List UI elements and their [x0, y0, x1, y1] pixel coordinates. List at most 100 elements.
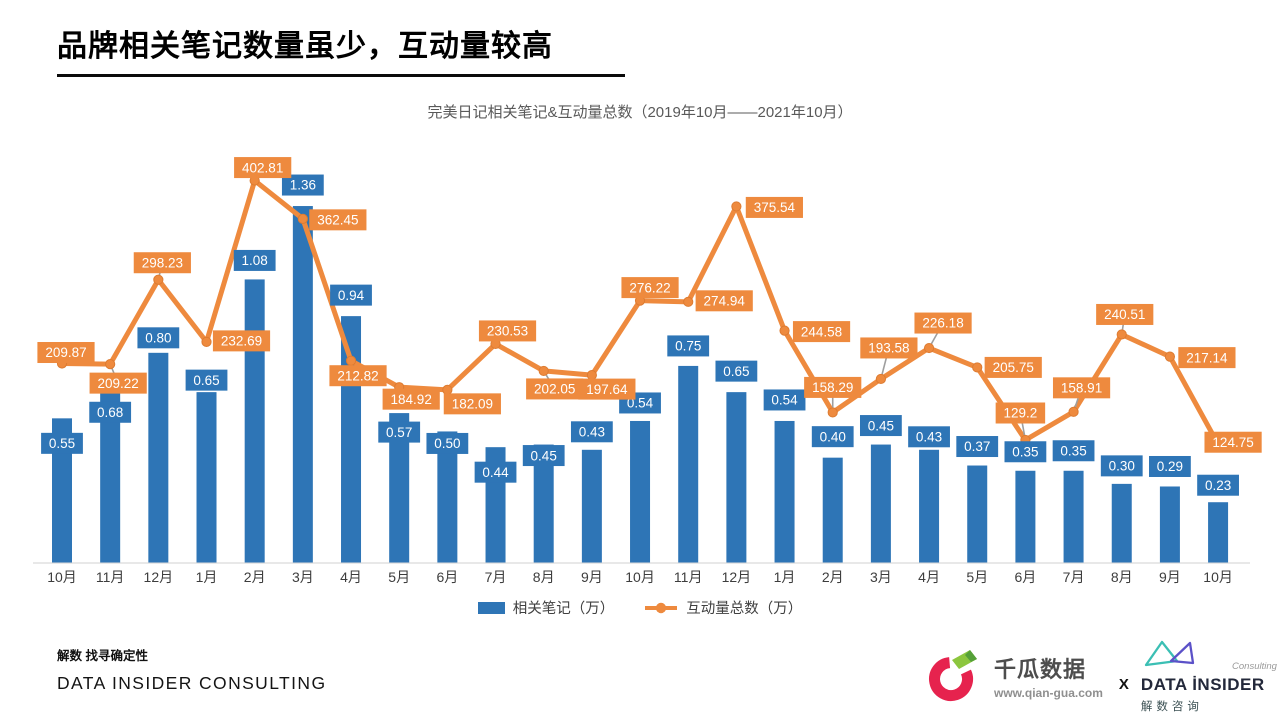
bar-value-label-box — [185, 369, 228, 391]
x-axis-label: 8月 — [1111, 569, 1133, 585]
x-axis-label: 2月 — [244, 569, 266, 585]
bar-value-label-box — [763, 389, 806, 411]
line-value-label-box — [695, 290, 753, 312]
footer-partners: 千瓜数据 www.qian-gua.com X Consulting DATA … — [924, 637, 1277, 714]
line-value-label-text: 209.87 — [45, 345, 86, 360]
bar-value-label-text: 0.57 — [386, 425, 412, 440]
line-value-label-box — [37, 342, 95, 364]
line-value-label-box — [234, 157, 292, 179]
bar-value-label-box — [378, 421, 421, 443]
legend-bars-label: 相关笔记（万） — [512, 601, 615, 617]
bar-value-label-text: 0.80 — [145, 331, 171, 346]
x-axis-label: 11月 — [674, 569, 703, 585]
line-value-label-box — [478, 320, 537, 342]
line-marker — [972, 362, 983, 373]
bar-value-label-box — [1052, 440, 1095, 462]
bar-value-label-box — [41, 432, 83, 454]
x-axis-label: 7月 — [485, 569, 507, 585]
line-marker — [442, 384, 453, 395]
line-value-label-text: 158.29 — [812, 380, 853, 395]
x-axis-label: 7月 — [1063, 569, 1085, 585]
line-marker — [201, 336, 212, 347]
x-axis-label: 1月 — [196, 569, 218, 585]
footer-left: 解数 找寻确定性 DATA INSIDER CONSULTING — [57, 645, 326, 694]
line-value-label-box — [1096, 303, 1154, 325]
line-value-label-box — [133, 252, 191, 274]
line-marker — [779, 325, 790, 336]
line-marker — [827, 407, 838, 418]
bar-value-label-box — [137, 327, 180, 349]
x-axis-label: 4月 — [918, 569, 940, 585]
datainsider-name: DATA İNSIDER — [1140, 675, 1265, 694]
bar-value-label-text: 0.45 — [531, 448, 557, 463]
bar — [967, 465, 988, 563]
line-value-label-text: 274.94 — [704, 294, 746, 309]
line-value-label-box — [995, 402, 1046, 424]
line-value-label-box — [309, 209, 367, 231]
line-value-label-text: 217.14 — [1186, 350, 1228, 365]
x-axis-label: 10月 — [1203, 569, 1233, 585]
bar-value-label-box — [1197, 474, 1239, 496]
bar-value-label-text: 0.40 — [820, 429, 846, 444]
bar-value-label-text: 0.68 — [97, 405, 123, 420]
line-marker — [731, 201, 742, 212]
line-value-label-text: 158.91 — [1061, 381, 1102, 396]
x-axis-label: 5月 — [966, 569, 988, 585]
line-value-label-text: 124.75 — [1212, 435, 1253, 450]
footer-company: DATA INSIDER CONSULTING — [57, 673, 327, 693]
line-value-label-text: 197.64 — [586, 382, 628, 397]
line-value-label-text: 232.69 — [221, 334, 262, 349]
bar — [148, 352, 169, 563]
bar-value-label-text: 0.45 — [868, 418, 894, 433]
line-marker — [875, 373, 886, 385]
line-value-label-box — [443, 393, 501, 415]
bar — [919, 449, 940, 563]
partner-separator: X — [1118, 676, 1129, 693]
line-marker — [297, 213, 308, 224]
line-value-label-text: 226.18 — [922, 316, 963, 331]
bar-value-label-text: 0.65 — [723, 364, 749, 379]
bar-value-label-box — [233, 249, 276, 271]
qiangua-text: 千瓜数据 www.qian-gua.com — [994, 652, 1103, 700]
bar-value-label-box — [330, 284, 372, 306]
qiangua-logo-icon — [929, 649, 977, 701]
line-marker — [923, 342, 935, 354]
line-value-label-text: 362.45 — [317, 213, 358, 228]
x-axis-label: 12月 — [144, 569, 174, 585]
line-value-label-box — [621, 277, 679, 299]
bar-value-label-box — [908, 426, 950, 448]
chart-legend: 相关笔记（万） 互动量总数（万） — [0, 597, 1280, 618]
line-value-label-text: 375.54 — [754, 200, 796, 215]
line-value-label-text: 230.53 — [487, 324, 528, 339]
bar-value-label-text: 0.23 — [1205, 478, 1231, 493]
bar-value-label-text: 0.44 — [482, 465, 509, 480]
bar — [52, 418, 72, 563]
bar-value-label-text: 0.43 — [579, 424, 605, 439]
legend-item-line: 互动量总数（万） — [644, 597, 802, 618]
x-axis-label: 11月 — [96, 569, 125, 585]
bar-value-label-text: 0.94 — [338, 288, 365, 303]
combo-chart: 10月 11月 12月 1月 2月 3月 4月 5月 6月 7月 8月 9月 10月 11月 12月 1月 2月… — [33, 157, 1262, 585]
bar — [389, 413, 410, 563]
bar — [870, 444, 891, 563]
line-value-label-text: 182.09 — [452, 397, 493, 412]
line-value-label-text: 184.92 — [391, 392, 432, 407]
chart-title: 完美日记相关笔记&互动量总数（2019年10月——2021年10月） — [427, 104, 853, 121]
line-value-label-box — [212, 330, 271, 352]
line-value-label-text: 209.22 — [98, 376, 139, 391]
bar — [196, 392, 217, 563]
datainsider-logo-icon — [1144, 640, 1195, 667]
bar — [533, 444, 554, 563]
x-axis-label: 8月 — [533, 569, 555, 585]
x-axis-label: 6月 — [1015, 569, 1037, 585]
bar-value-label-text: 0.55 — [49, 436, 75, 451]
bar — [678, 365, 699, 563]
bar-value-label-text: 0.29 — [1157, 459, 1183, 474]
footer-tagline: 解数 找寻确定性 — [57, 649, 148, 663]
line-value-label-text: 240.51 — [1104, 307, 1145, 322]
line-value-label-text: 402.81 — [242, 160, 283, 175]
datainsider-cn: 解数咨询 — [1140, 701, 1203, 713]
x-axis-label: 2月 — [822, 569, 844, 585]
bar — [100, 384, 121, 563]
line-value-label-box — [1178, 347, 1236, 369]
